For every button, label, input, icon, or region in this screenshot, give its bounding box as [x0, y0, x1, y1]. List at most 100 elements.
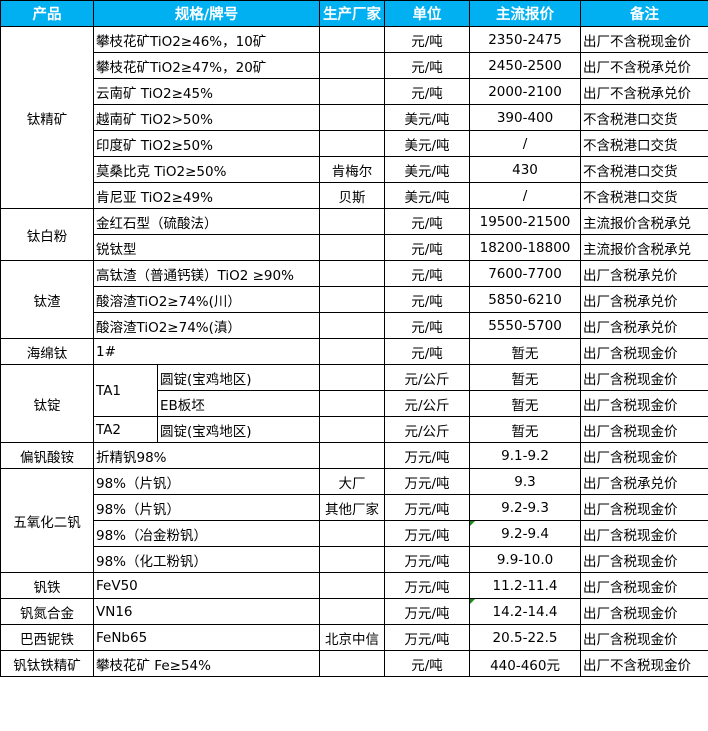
spec-cell: 云南矿 TiO2≥45%: [92, 78, 321, 105]
note-cell: 主流报价含税承兑: [580, 208, 708, 235]
maker-cell: [319, 130, 386, 157]
price-cell: /: [469, 182, 582, 209]
unit-cell: 元/吨: [384, 52, 471, 79]
unit-cell: 万元/吨: [384, 468, 471, 495]
price-cell: 9.3: [469, 468, 582, 495]
note-cell: 出厂不含税现金价: [580, 650, 708, 677]
price-cell: 9.2-9.3: [469, 494, 582, 521]
unit-cell: 美元/吨: [384, 130, 471, 157]
spec-cell: 印度矿 TiO2≥50%: [92, 130, 321, 157]
table-row: 酸溶渣TiO2≥74%(川） 元/吨 5850-6210 出厂含税承兑价: [1, 286, 708, 313]
maker-cell: 其他厂家: [319, 494, 386, 521]
unit-cell: 万元/吨: [384, 572, 471, 599]
note-cell: 出厂含税现金价: [580, 546, 708, 573]
maker-cell: [319, 78, 386, 105]
price-value: /: [522, 135, 528, 152]
price-value: 暂无: [511, 371, 539, 388]
unit-cell: 元/吨: [384, 208, 471, 235]
table-row: 锐钛型 元/吨 18200-18800 主流报价含税承兑: [1, 234, 708, 261]
table-row: TA2 圆锭(宝鸡地区) 元/公斤 暂无 出厂含税现金价: [1, 416, 708, 443]
spec-cell: 攀枝花矿TiO2≥46%，10矿: [92, 26, 321, 53]
price-value: 暂无: [511, 423, 539, 440]
price-value: 5550-5700: [488, 317, 562, 334]
price-table: 产品 规格/牌号 生产厂家 单位 主流报价 备注 钛精矿 攀枝花矿TiO2≥46%…: [0, 0, 708, 677]
maker-cell: [319, 104, 386, 131]
table-row: 攀枝花矿TiO2≥47%，20矿 元/吨 2450-2500 出厂不含税承兑价: [1, 52, 708, 79]
note-cell: 出厂含税承兑价: [580, 286, 708, 313]
price-cell: 5850-6210: [469, 286, 582, 313]
price-value: 11.2-11.4: [492, 577, 558, 594]
price-cell: 430: [469, 156, 582, 183]
maker-cell: [319, 26, 386, 53]
maker-cell: [319, 286, 386, 313]
error-indicator-icon: [470, 599, 476, 604]
unit-cell: 美元/吨: [384, 156, 471, 183]
unit-cell: 元/吨: [384, 338, 471, 365]
unit-cell: 元/公斤: [384, 364, 471, 391]
maker-cell: 北京中信: [319, 624, 386, 651]
note-cell: 不含税港口交货: [580, 130, 708, 157]
maker-cell: [319, 52, 386, 79]
note-cell: 出厂含税现金价: [580, 598, 708, 625]
spec-cell: 圆锭(宝鸡地区): [156, 416, 321, 443]
unit-cell: 万元/吨: [384, 598, 471, 625]
product-cell: 钒铁: [0, 572, 94, 599]
spec-cell: 金红石型（硫酸法）: [92, 208, 321, 235]
unit-cell: 万元/吨: [384, 546, 471, 573]
unit-cell: 元/公斤: [384, 390, 471, 417]
product-cell: 海绵钛: [0, 338, 94, 365]
product-cell: 偏钒酸铵: [0, 442, 94, 469]
table-row: 五氧化二钒 98%（片钒） 大厂 万元/吨 9.3 出厂含税承兑价: [0, 468, 708, 573]
table-row: 钛精矿 攀枝花矿TiO2≥46%，10矿 元/吨 2350-2475 出厂不含税现金价: [0, 26, 708, 209]
maker-cell: 贝斯: [319, 182, 386, 209]
price-value: 7600-7700: [488, 265, 562, 282]
spec-cell: 攀枝花矿TiO2≥47%，20矿: [92, 52, 321, 79]
price-value: 暂无: [511, 345, 539, 362]
price-cell: 暂无: [469, 364, 582, 391]
table-row: 98%（片钒） 其他厂家 万元/吨 9.2-9.3 出厂含税现金价: [1, 494, 708, 521]
product-cell: 钒钛铁精矿: [0, 650, 94, 677]
price-cell: 18200-18800: [469, 234, 582, 261]
price-cell: 9.1-9.2: [469, 442, 582, 469]
spec-cell: 98%（片钒）: [92, 468, 321, 495]
price-value: /: [522, 187, 528, 204]
product-cell: 钛锭: [0, 364, 94, 443]
price-value: 2000-2100: [488, 83, 562, 100]
price-value: 9.1-9.2: [501, 447, 549, 464]
table-row: 98%（化工粉钒） 万元/吨 9.9-10.0 出厂含税现金价: [1, 546, 708, 573]
price-value: 440-460元: [490, 657, 560, 674]
price-cell: 19500-21500: [469, 208, 582, 235]
unit-cell: 元/吨: [384, 78, 471, 105]
maker-cell: [319, 234, 386, 261]
unit-cell: 元/吨: [384, 312, 471, 339]
price-value: 19500-21500: [479, 213, 571, 230]
product-cell: 五氧化二钒: [0, 468, 94, 573]
table-row: 钛锭 TA1 圆锭(宝鸡地区) 元/公斤 暂无 出厂含税现金价: [0, 364, 708, 443]
product-cell: 钒氮合金: [0, 598, 94, 625]
price-cell: 暂无: [469, 416, 582, 443]
unit-cell: 万元/吨: [384, 442, 471, 469]
price-cell: 14.2-14.4: [469, 598, 582, 625]
table-row: 钒铁 FeV50 万元/吨 11.2-11.4 出厂含税现金价: [0, 572, 708, 599]
table-row: 巴西铌铁 FeNb65 北京中信 万元/吨 20.5-22.5 出厂含税现金价: [0, 624, 708, 651]
price-value: 9.2-9.4: [501, 525, 549, 542]
price-cell: 20.5-22.5: [469, 624, 582, 651]
price-value: 390-400: [496, 109, 554, 126]
table-row: 钒氮合金 VN16 万元/吨 14.2-14.4 出厂含税现金价: [0, 598, 708, 625]
price-value: 9.3: [514, 473, 536, 490]
price-cell: 390-400: [469, 104, 582, 131]
spec-cell: VN16: [92, 598, 321, 625]
unit-cell: 元/吨: [384, 260, 471, 287]
maker-cell: 大厂: [319, 468, 386, 495]
table-row: 钛白粉 金红石型（硫酸法） 元/吨 19500-21500 主流报价含税承兑: [0, 208, 708, 261]
price-value: 14.2-14.4: [492, 603, 558, 620]
table-row: 偏钒酸铵 折精钒98% 万元/吨 9.1-9.2 出厂含税现金价: [0, 442, 708, 469]
note-cell: 出厂含税现金价: [580, 572, 708, 599]
maker-cell: [319, 260, 386, 287]
table-row: 肯尼亚 TiO2≥49% 贝斯 美元/吨 / 不含税港口交货: [1, 182, 708, 209]
spec-cell: 圆锭(宝鸡地区): [156, 364, 321, 391]
unit-cell: 万元/吨: [384, 624, 471, 651]
price-cell: 2000-2100: [469, 78, 582, 105]
header-note: 备注: [580, 0, 708, 27]
spec-cell: EB板坯: [156, 390, 321, 417]
